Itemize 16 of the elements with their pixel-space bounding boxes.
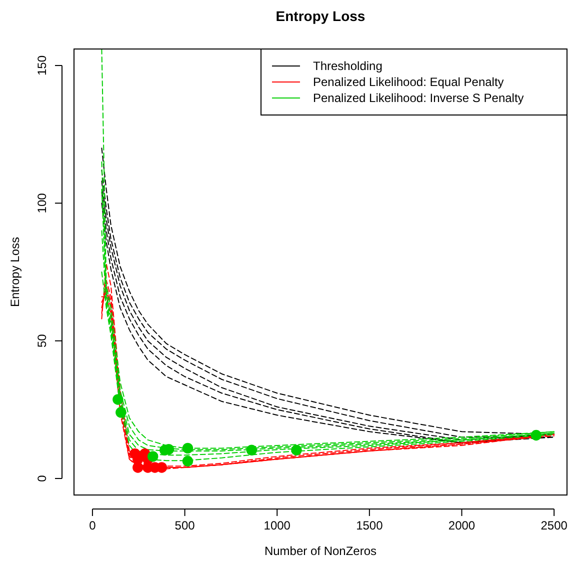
x-tick-label: 2500 bbox=[540, 518, 568, 533]
y-axis-title: Entropy Loss bbox=[8, 236, 22, 308]
x-tick-label: 0 bbox=[89, 518, 96, 533]
x-tick-label: 500 bbox=[174, 518, 196, 533]
y-tick-label: 50 bbox=[35, 334, 49, 348]
chart-title: Entropy Loss bbox=[276, 8, 366, 24]
x-tick-label: 2000 bbox=[448, 518, 476, 533]
legend-label: Thresholding bbox=[313, 59, 382, 73]
y-tick-label: 150 bbox=[35, 55, 49, 76]
y-tick-label: 100 bbox=[35, 192, 49, 214]
x-tick-label: 1000 bbox=[264, 518, 291, 533]
x-axis-title: Number of NonZeros bbox=[264, 544, 377, 558]
legend-label: Penalized Likelihood: Inverse S Penalty bbox=[313, 91, 524, 105]
x-tick-label: 1500 bbox=[356, 518, 384, 533]
legend-label: Penalized Likelihood: Equal Penalty bbox=[313, 75, 504, 89]
y-tick-label: 0 bbox=[35, 474, 49, 482]
